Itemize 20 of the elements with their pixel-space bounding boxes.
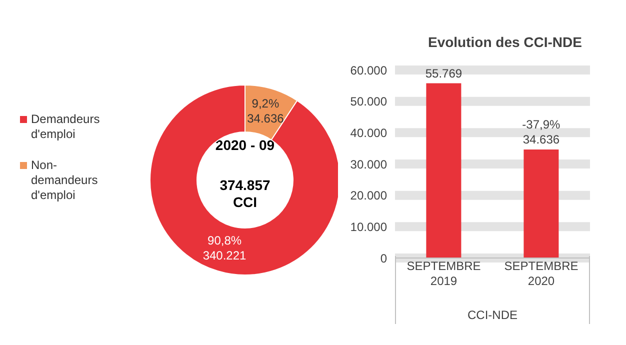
- y-tick-label: 0: [380, 251, 388, 266]
- x-tick-label: SEPTEMBRE 2019: [406, 259, 481, 288]
- chart-title: Evolution des CCI-NDE: [426, 34, 583, 50]
- donut-slice: [150, 84, 338, 276]
- y-tick-label: 20.000: [350, 188, 388, 203]
- text: 374.857 CCI: [220, 177, 271, 210]
- data-label: -37,9% 34.636: [522, 117, 561, 146]
- y-tick-label: 60.000: [350, 63, 388, 78]
- text: 2020 - 09: [215, 137, 275, 153]
- y-tick-label: 30.000: [350, 157, 388, 172]
- y-tick-label: 50.000: [350, 94, 388, 109]
- y-tick-label: 40.000: [350, 126, 388, 140]
- legend-label: Demandeurs d'emploi: [31, 112, 101, 142]
- y-tick-label: 10.000: [350, 220, 388, 234]
- legend-label: Non-demandeurs d'emploi: [31, 158, 99, 203]
- data-label: 9,2% 34.636: [247, 96, 284, 126]
- x-axis-title: CCI-NDE: [466, 308, 518, 322]
- x-tick-label: SEPTEMBRE 2020: [504, 259, 578, 288]
- data-label: 55.769: [425, 66, 462, 80]
- data-label: 90,8% 340.221: [202, 234, 247, 263]
